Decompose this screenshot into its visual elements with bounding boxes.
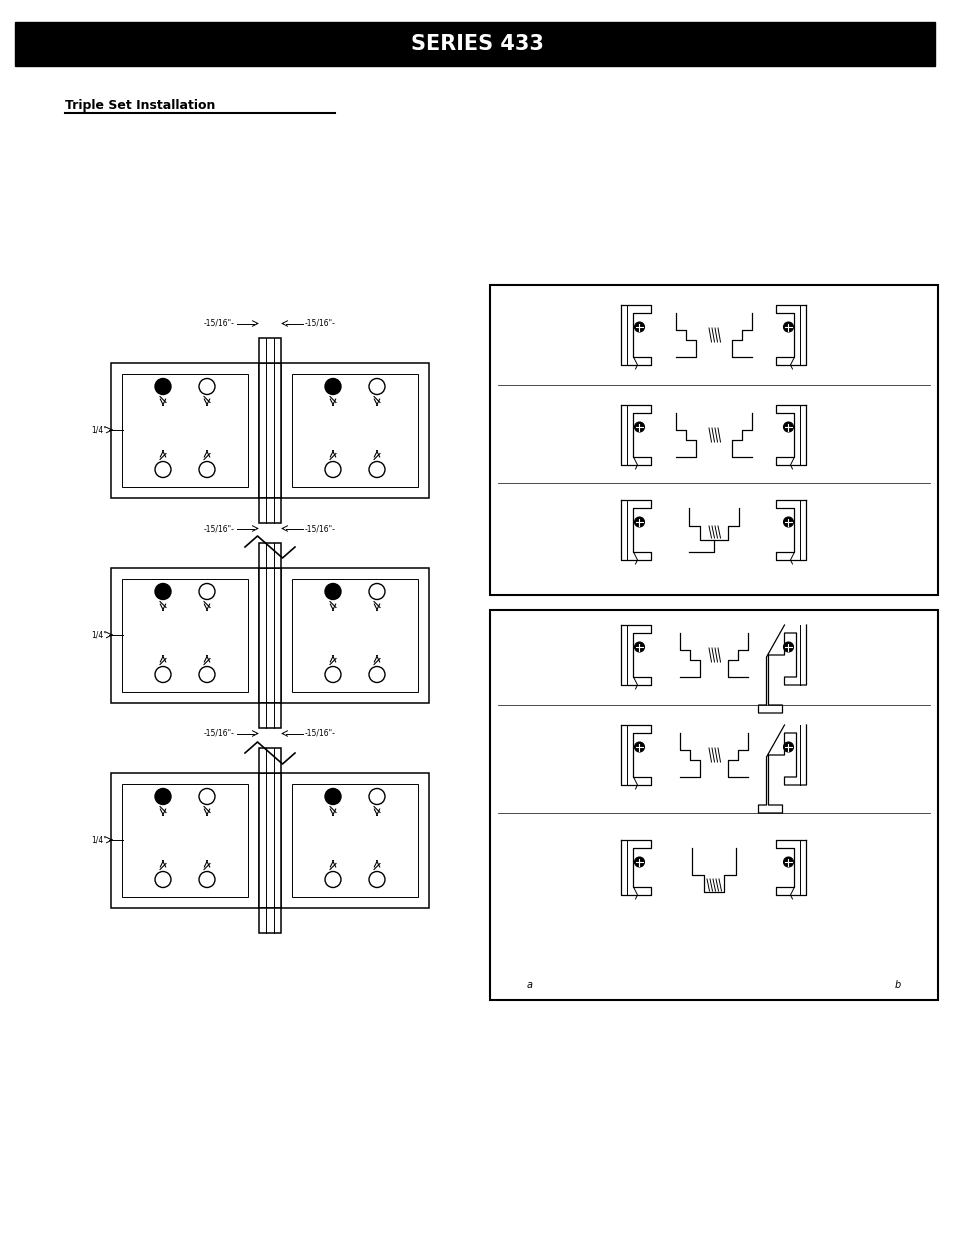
Bar bbox=[292, 373, 417, 487]
Bar bbox=[281, 568, 429, 703]
Text: 1/4": 1/4" bbox=[91, 426, 107, 435]
Bar bbox=[258, 908, 281, 932]
Circle shape bbox=[782, 322, 793, 332]
Bar bbox=[490, 610, 937, 1000]
Text: 1/4": 1/4" bbox=[91, 631, 107, 640]
Bar bbox=[292, 783, 417, 897]
Bar bbox=[111, 773, 258, 908]
Bar bbox=[122, 578, 248, 692]
Text: -15/16"-: -15/16"- bbox=[305, 729, 335, 739]
Bar bbox=[15, 22, 934, 65]
Circle shape bbox=[634, 422, 644, 432]
Bar bbox=[281, 363, 429, 498]
Bar bbox=[258, 568, 281, 703]
Circle shape bbox=[782, 517, 793, 527]
Text: 1/4": 1/4" bbox=[91, 836, 107, 845]
Circle shape bbox=[782, 422, 793, 432]
Bar bbox=[258, 747, 281, 773]
Circle shape bbox=[154, 583, 171, 599]
Circle shape bbox=[634, 642, 644, 652]
Text: SERIES 433: SERIES 433 bbox=[410, 35, 543, 54]
Circle shape bbox=[634, 857, 644, 867]
Bar bbox=[490, 285, 937, 595]
Text: -15/16"-: -15/16"- bbox=[204, 319, 234, 329]
Text: Triple Set Installation: Triple Set Installation bbox=[65, 99, 215, 111]
Bar bbox=[122, 373, 248, 487]
Circle shape bbox=[782, 742, 793, 752]
Circle shape bbox=[325, 788, 340, 804]
Circle shape bbox=[634, 322, 644, 332]
Text: -15/16"-: -15/16"- bbox=[305, 319, 335, 329]
Bar bbox=[258, 703, 281, 727]
Circle shape bbox=[782, 642, 793, 652]
Bar bbox=[292, 578, 417, 692]
Bar bbox=[122, 783, 248, 897]
Circle shape bbox=[154, 788, 171, 804]
Text: -15/16"-: -15/16"- bbox=[204, 729, 234, 739]
Bar bbox=[111, 363, 258, 498]
Circle shape bbox=[325, 583, 340, 599]
Bar bbox=[111, 568, 258, 703]
Text: -15/16"-: -15/16"- bbox=[305, 524, 335, 534]
Circle shape bbox=[634, 742, 644, 752]
Bar bbox=[258, 773, 281, 908]
Circle shape bbox=[782, 857, 793, 867]
Circle shape bbox=[634, 517, 644, 527]
Circle shape bbox=[154, 378, 171, 394]
Text: a: a bbox=[526, 981, 533, 990]
Bar bbox=[258, 498, 281, 522]
Text: b: b bbox=[894, 981, 901, 990]
Bar bbox=[258, 363, 281, 498]
Circle shape bbox=[325, 378, 340, 394]
Bar bbox=[258, 337, 281, 363]
Bar bbox=[258, 542, 281, 568]
Text: -15/16"-: -15/16"- bbox=[204, 524, 234, 534]
Bar bbox=[281, 773, 429, 908]
